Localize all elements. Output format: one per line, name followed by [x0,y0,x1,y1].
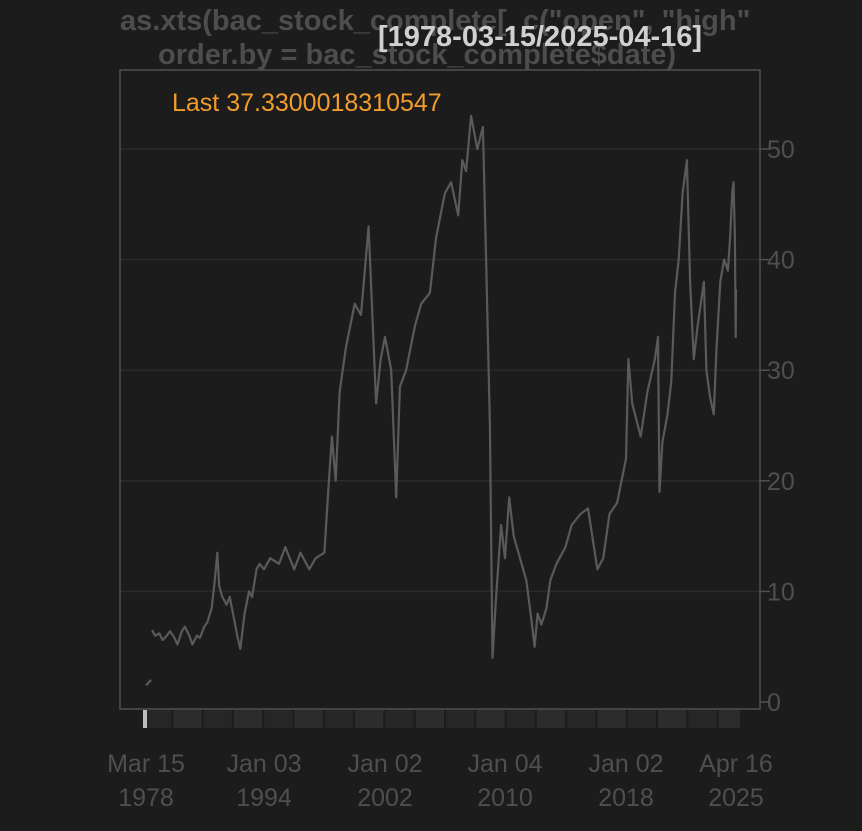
x-axis-period-block [264,710,293,728]
series-layer [145,114,738,687]
x-axis-period-bar [143,710,740,728]
x-axis-period-block [143,710,172,728]
x-axis-period-block [658,710,687,728]
x-axis-period-block [385,710,414,728]
chart-title-line2: order.by = bac_stock_complete$date) [158,39,676,71]
x-axis-period-block [233,710,263,728]
x-axis-ticks: Mar 15 1978 Jan 03 1994 Jan 02 2002 Jan 04 2010… [107,750,773,812]
chart-title-line1: as.xts(bac_stock_complete[, c("open", "h… [120,5,750,37]
x-tick-label-0-line2: 1978 [118,784,174,812]
y-axis-ticks: 0 10 20 30 40 50 [760,136,795,717]
x-tick-label-3-line1: Jan 04 [467,750,542,778]
series-line-0 [151,114,738,659]
x-axis-range-marker [143,710,147,728]
y-tick-label-0: 0 [767,689,781,717]
x-tick-label-2-line1: Jan 02 [347,750,422,778]
x-axis-period-block [173,710,202,728]
x-axis-period-block [506,710,535,728]
date-range-label: [1978-03-15/2025-04-16] [378,21,702,53]
x-tick-label-4-line1: Jan 02 [588,750,663,778]
x-axis-period-block [597,710,626,728]
x-axis-period-block [688,710,717,728]
series-start-segment-0 [145,679,152,687]
x-tick-label-3-line2: 2010 [477,784,533,812]
x-tick-label-5-line2: 2025 [708,784,764,812]
x-axis-period-block [324,710,354,728]
x-tick-label-4-line2: 2018 [598,784,654,812]
x-axis-period-block [355,710,384,728]
x-axis-period-block [294,710,323,728]
x-tick-label-0-line1: Mar 15 [107,750,185,778]
x-axis-period-block [567,710,596,728]
last-value-label: Last 37.3300018310547 [172,89,442,117]
y-tick-label-50: 50 [767,136,795,164]
y-tick-label-10: 10 [767,578,795,606]
x-axis-period-block [476,710,505,728]
x-axis-period-block [536,710,566,728]
y-tick-label-40: 40 [767,247,795,275]
x-tick-label-1-line2: 1994 [236,784,292,812]
x-tick-label-1-line1: Jan 03 [226,750,301,778]
x-axis-period-block [627,710,657,728]
x-axis-period-block [415,710,444,728]
x-tick-label-2-line2: 2002 [357,784,413,812]
plot-frame [119,69,761,710]
x-axis-period-block [446,710,475,728]
x-tick-label-5-line1: Apr 16 [699,750,773,778]
grid-lines [120,148,760,593]
y-tick-label-30: 30 [767,357,795,385]
x-axis-period-block [718,710,740,728]
y-tick-label-20: 20 [767,468,795,496]
x-axis-period-block [203,710,232,728]
